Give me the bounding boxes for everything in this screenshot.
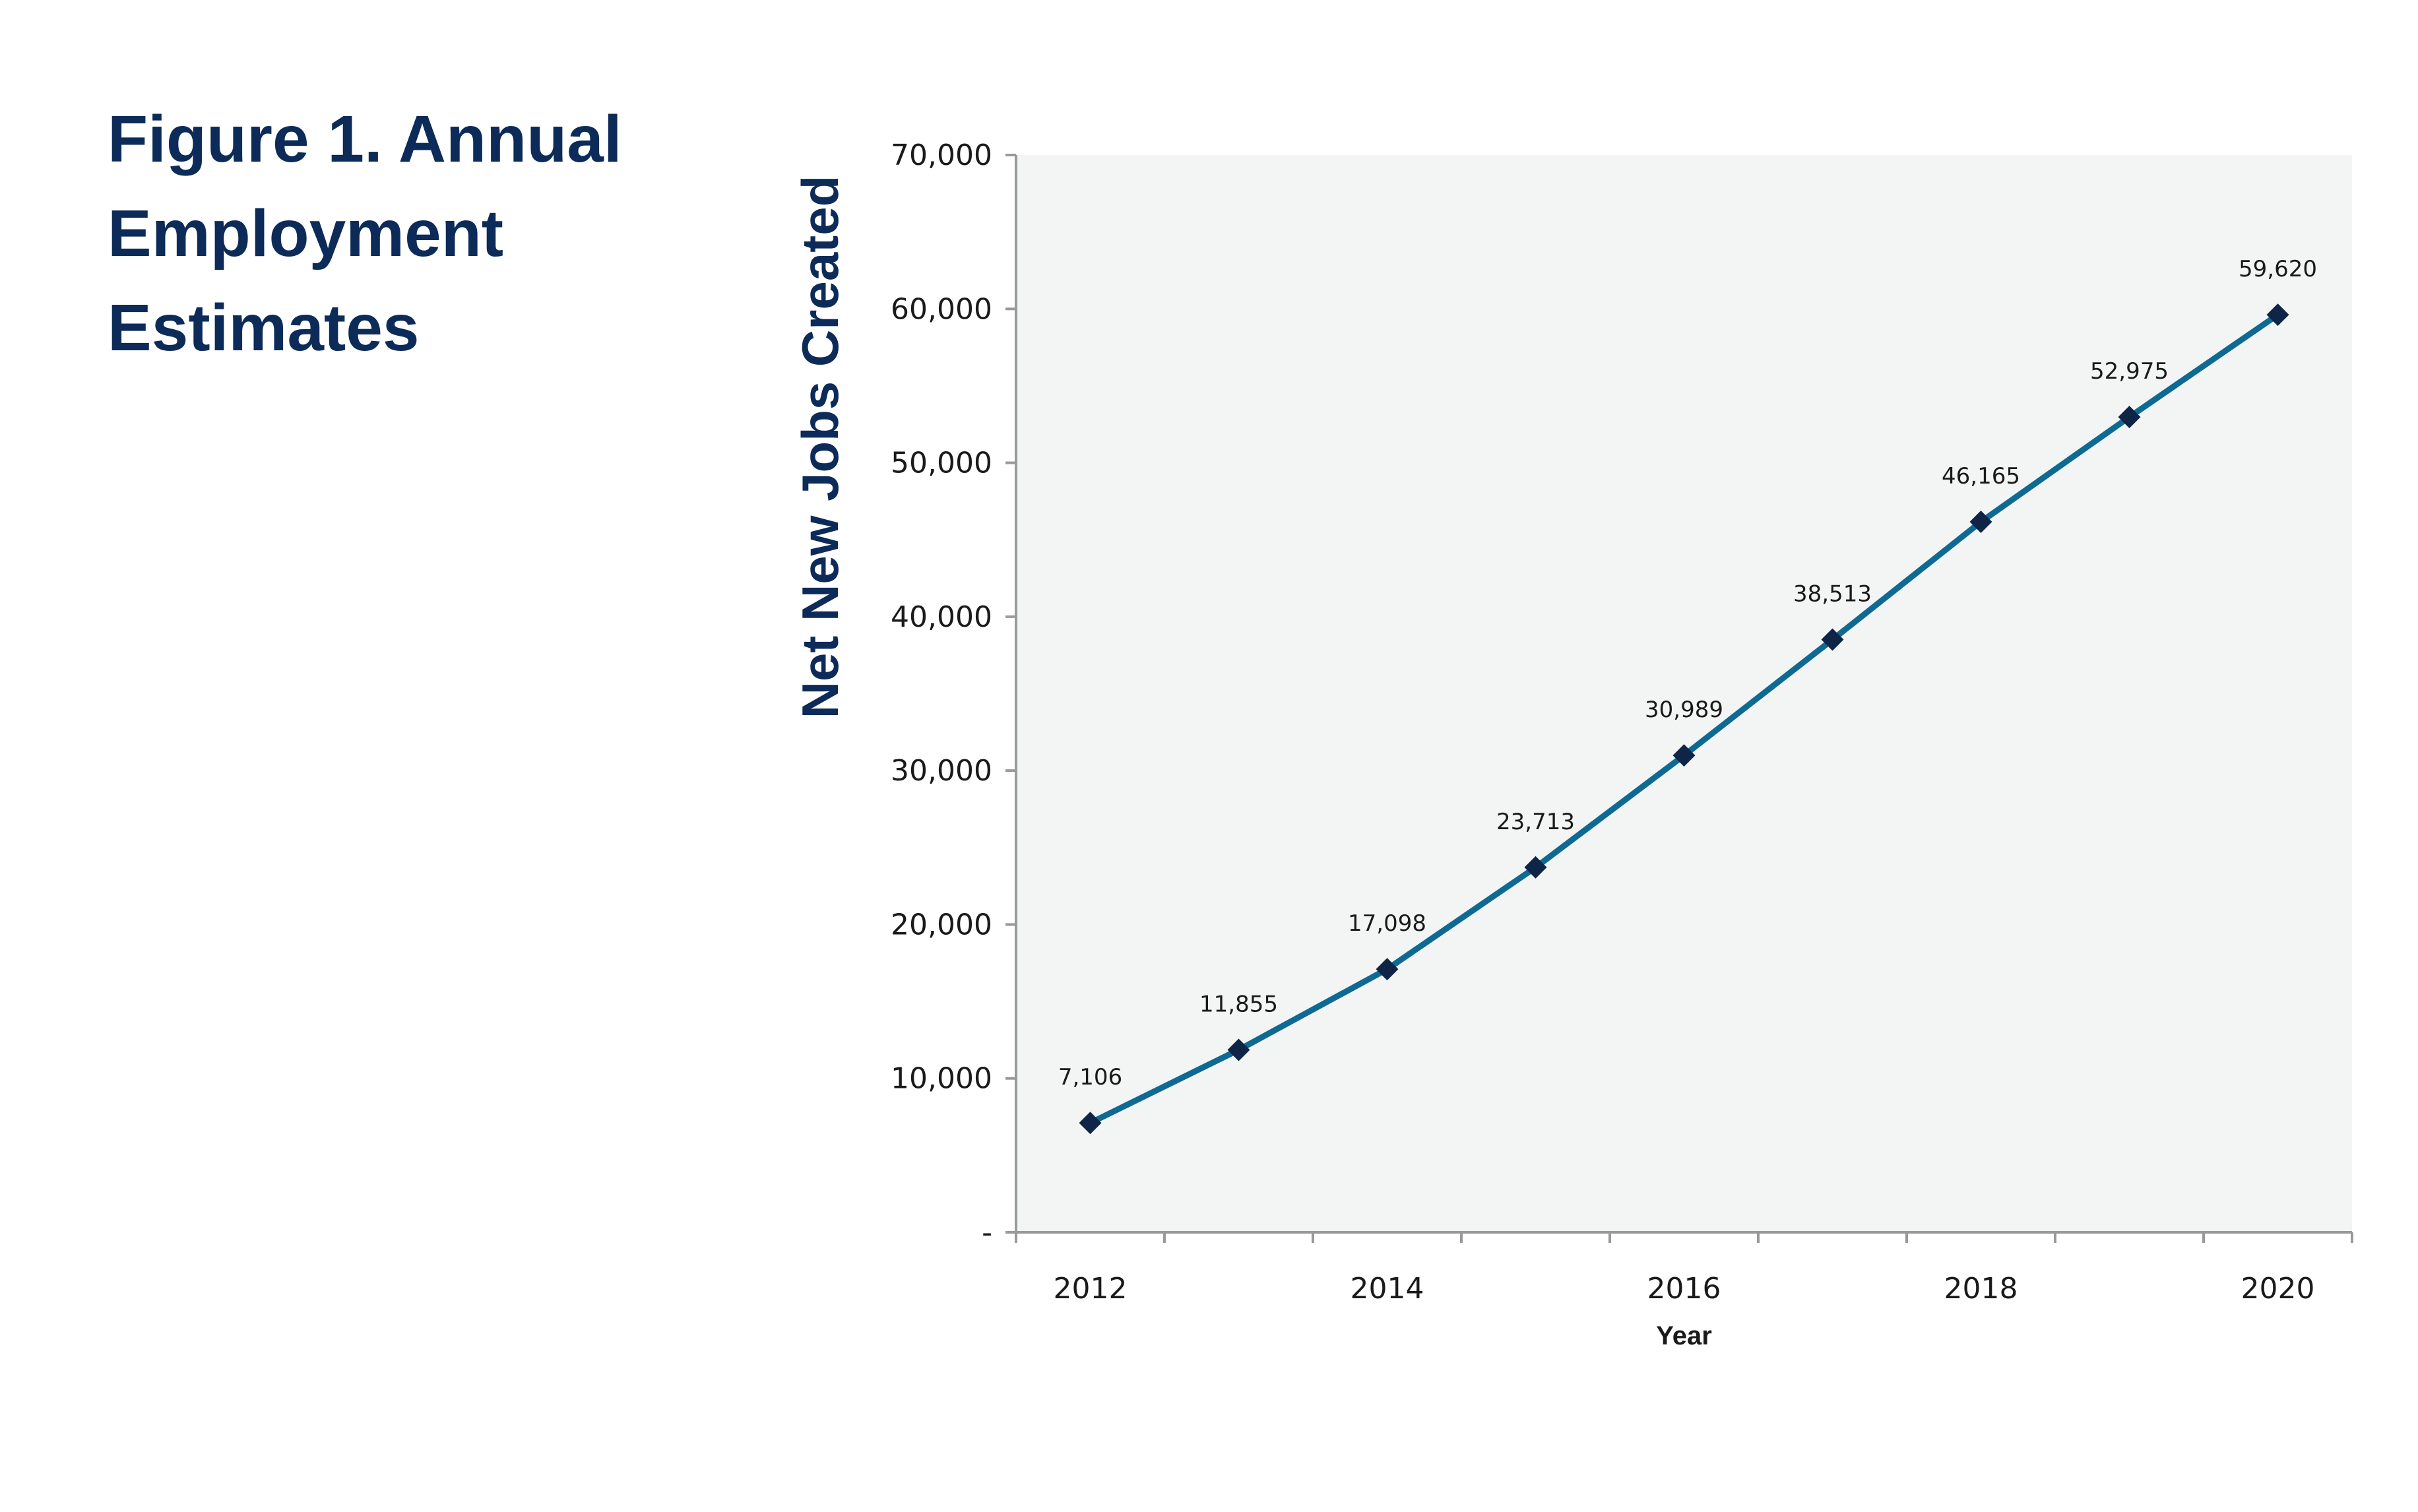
data-point-marker bbox=[1079, 1112, 1102, 1135]
y-tick-label: - bbox=[982, 1216, 992, 1249]
data-label: 7,106 bbox=[1058, 1064, 1122, 1090]
y-tick-label: 30,000 bbox=[891, 754, 992, 788]
y-tick-label: 40,000 bbox=[891, 600, 992, 634]
x-axis-title: Year bbox=[1656, 1321, 1712, 1350]
data-point-marker bbox=[1524, 856, 1547, 879]
plot-area bbox=[1016, 155, 2352, 1232]
data-label: 59,620 bbox=[2239, 256, 2317, 282]
data-label: 23,713 bbox=[1496, 809, 1575, 835]
data-point-marker bbox=[1821, 628, 1844, 651]
data-point-marker bbox=[2266, 303, 2289, 327]
data-point-marker bbox=[2118, 406, 2141, 429]
y-tick-labels: - 10,000 20,000 30,000 40,000 50,000 60,000 70,… bbox=[891, 139, 992, 1249]
x-tick-label: 2012 bbox=[1054, 1272, 1128, 1306]
x-tick-label: 2014 bbox=[1351, 1272, 1424, 1306]
data-label: 52,975 bbox=[2090, 358, 2169, 385]
y-tick-label: 60,000 bbox=[891, 292, 992, 326]
x-tick-label: 2016 bbox=[1647, 1272, 1721, 1306]
data-label: 17,098 bbox=[1348, 910, 1426, 937]
data-label: 11,855 bbox=[1199, 991, 1278, 1017]
series-markers bbox=[1079, 303, 2289, 1135]
data-label: 38,513 bbox=[1793, 581, 1872, 608]
axes bbox=[1005, 154, 2353, 1243]
y-tick-label: 20,000 bbox=[891, 908, 992, 941]
y-tick-label: 50,000 bbox=[891, 447, 992, 480]
y-axis-title: Net New Jobs Created bbox=[791, 175, 849, 719]
figure-title: Figure 1. Annual Employment Estimates bbox=[108, 102, 622, 365]
data-label: 46,165 bbox=[1942, 463, 2020, 489]
x-tick-label: 2018 bbox=[1944, 1272, 2018, 1306]
y-tick-label: 70,000 bbox=[891, 139, 992, 172]
data-point-marker bbox=[1227, 1038, 1250, 1061]
data-point-marker bbox=[1376, 958, 1399, 981]
x-tick-labels: 2012 2014 2016 2018 2020 bbox=[1054, 1272, 2315, 1306]
x-tick-label: 2020 bbox=[2241, 1272, 2315, 1306]
data-point-marker bbox=[1969, 511, 1992, 534]
data-labels: 7,106 11,855 17,098 23,713 30,989 38,513 46,16… bbox=[1058, 256, 2317, 1090]
data-label: 30,989 bbox=[1645, 697, 1723, 723]
y-tick-label: 10,000 bbox=[891, 1062, 992, 1096]
data-point-marker bbox=[1672, 744, 1696, 767]
